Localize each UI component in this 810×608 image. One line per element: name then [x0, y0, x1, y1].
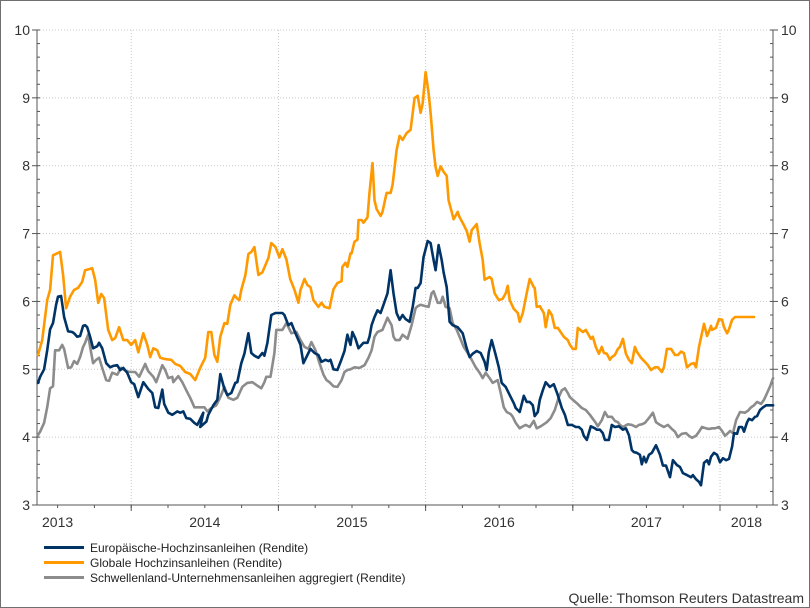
y-tick-label-right: 7	[781, 226, 789, 242]
x-tick-label: 2016	[484, 514, 515, 530]
y-tick-label-right: 6	[781, 293, 789, 309]
labels-layer: 3 3 4 4 5 5 6 6 7 7 8 8 9 9 10 10 2013 2014 2015 2016 2017 20…	[14, 22, 796, 530]
x-tick-label: 2015	[336, 514, 367, 530]
y-tick-label-left: 9	[22, 90, 30, 106]
x-tick-label: 2014	[189, 514, 220, 530]
y-tick-label-right: 5	[781, 361, 789, 377]
y-tick-label-left: 7	[22, 226, 30, 242]
legend-item-european-hy: Europäische-Hochzinsanleihen (Rendite)	[44, 540, 406, 555]
x-tick-label: 2018	[731, 514, 762, 530]
series-line-em-corporate	[36, 290, 775, 440]
y-tick-label-right: 3	[781, 497, 789, 513]
grid-layer	[37, 29, 773, 505]
legend-swatch-european-hy	[44, 546, 84, 549]
series-layer	[36, 70, 775, 487]
legend-item-global-hy: Globale Hochzinsanleihen (Rendite)	[44, 555, 406, 570]
source-note: Quelle: Thomson Reuters Datastream	[568, 590, 804, 606]
y-tick-label-right: 9	[781, 90, 789, 106]
x-tick-label: 2017	[631, 514, 662, 530]
legend-swatch-global-hy	[44, 561, 84, 564]
series-line-global-hy	[36, 70, 756, 382]
y-tick-label-left: 3	[22, 497, 30, 513]
legend-label-global-hy: Globale Hochzinsanleihen (Rendite)	[90, 555, 283, 570]
y-tick-label-right: 10	[781, 22, 797, 38]
y-tick-label-left: 4	[22, 429, 30, 445]
y-tick-label-right: 8	[781, 158, 789, 174]
y-tick-label-left: 10	[14, 22, 30, 38]
legend: Europäische-Hochzinsanleihen (Rendite) G…	[44, 540, 406, 585]
legend-item-em-corporate: Schwellenland-Unternehmensanleihen aggre…	[44, 570, 406, 585]
y-tick-label-left: 8	[22, 158, 30, 174]
series-line-european-hy	[36, 239, 775, 487]
legend-label-em-corporate: Schwellenland-Unternehmensanleihen aggre…	[90, 570, 406, 585]
x-tick-label: 2013	[42, 514, 73, 530]
legend-label-european-hy: Europäische-Hochzinsanleihen (Rendite)	[90, 540, 309, 555]
y-tick-label-left: 6	[22, 293, 30, 309]
y-tick-label-left: 5	[22, 361, 30, 377]
y-tick-label-right: 4	[781, 429, 789, 445]
axes-layer	[32, 29, 778, 511]
legend-swatch-em-corporate	[44, 576, 84, 579]
